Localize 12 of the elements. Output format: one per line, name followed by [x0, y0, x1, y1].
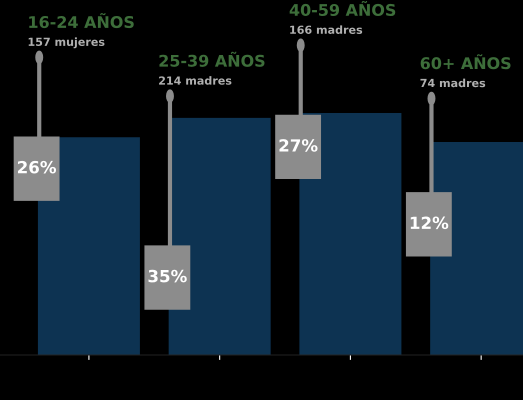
text: 157 mujeres [28, 37, 104, 48]
text: 60+ AÑOS [420, 54, 511, 70]
text: 25-39 AÑOS [159, 52, 264, 67]
annotation: 27% [279, 139, 318, 152]
annotation: 26% [18, 160, 56, 174]
text: 16-24 AÑOS [29, 13, 134, 28]
annotation: 35% [148, 270, 187, 282]
text: 166 madres [290, 25, 362, 34]
text: 214 madres [159, 76, 232, 85]
text: 74 madres [420, 78, 486, 88]
text: 40-59 AÑOS [290, 0, 396, 16]
annotation: 12% [410, 216, 448, 230]
